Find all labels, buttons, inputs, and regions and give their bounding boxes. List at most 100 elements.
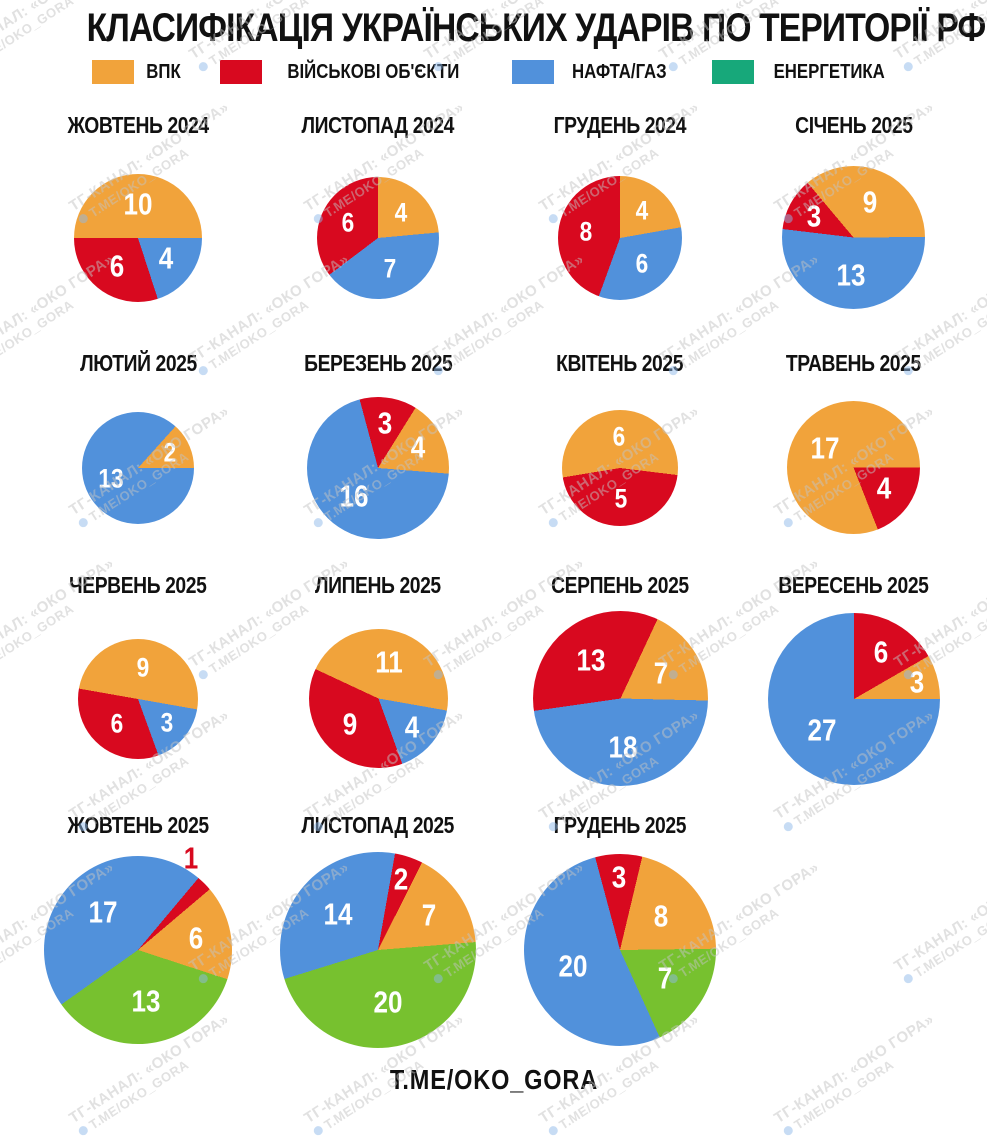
pie-wrap: 3 4 16 (256, 377, 500, 558)
pie-grid: ЖОВТЕНЬ 2024 10 4 6 ЛИСТОПАД 2024 4 7 6 ГРУДЕНЬ … (0, 98, 987, 1060)
pie-wrap: 2 13 (20, 377, 256, 558)
pie-cell: СІЧЕНЬ 2025 9 13 3 (740, 98, 967, 336)
pie-value-label: 4 (635, 195, 649, 226)
pie-cell: ЛИСТОПАД 2025 2 7 20 14 (256, 798, 500, 1060)
pie-value-label: 20 (373, 984, 403, 1020)
pie-value-label: 13 (98, 463, 125, 494)
pie-value-label: 7 (383, 253, 397, 284)
pie-cell: СЕРПЕНЬ 2025 7 18 13 (500, 558, 740, 798)
pie-value-label: 4 (404, 709, 419, 745)
legend-label: ЕНЕРГЕТИКА (773, 60, 885, 83)
legend-label: НАФТА/ГАЗ (571, 60, 667, 83)
pie-title: СЕРПЕНЬ 2025 (551, 572, 689, 598)
pie-chart: 2 13 (82, 411, 194, 524)
pie-title: ЛИСТОПАД 2024 (301, 112, 455, 138)
pie-chart: 11 4 9 (308, 629, 448, 768)
pie-title: ТРАВЕНЬ 2025 (786, 350, 921, 376)
pie-chart: 10 4 6 (74, 173, 202, 302)
pie-value-label: 6 (873, 634, 888, 670)
pie-title: ЖОВТЕНЬ 2025 (67, 812, 209, 838)
pie-value-label: 17 (810, 430, 840, 466)
pie-cell: ЛИПЕНЬ 2025 11 4 9 (256, 558, 500, 798)
pie-wrap: 4 17 (740, 377, 967, 558)
page-title-text: КЛАСИФІКАЦІЯ УКРАЇНСЬКИХ УДАРІВ ПО ТЕРИТ… (86, 6, 987, 50)
pie-title: ЧЕРВЕНЬ 2025 (69, 572, 207, 598)
pie-value-label: 20 (558, 948, 588, 984)
pie-value-label: 13 (576, 642, 606, 678)
pie-cell: ГРУДЕНЬ 2025 3 8 7 20 (500, 798, 740, 1060)
page-title: КЛАСИФІКАЦІЯ УКРАЇНСЬКИХ УДАРІВ ПО ТЕРИТ… (0, 6, 987, 50)
pie-value-label: 4 (876, 470, 891, 506)
pie-value-label: 2 (394, 861, 409, 897)
pie-title: БЕРЕЗЕНЬ 2025 (303, 350, 453, 376)
watermark-dot-icon (311, 1124, 325, 1137)
pie-value-label: 6 (613, 421, 626, 452)
watermark-dot-icon (546, 1124, 560, 1137)
pie-value-label: 13 (836, 257, 866, 293)
pie-chart: 1 6 13 17 (44, 843, 232, 1044)
legend-swatch-vpk (92, 60, 135, 84)
pie-chart: 2 7 20 14 (280, 851, 476, 1048)
pie-title: ВЕРЕСЕНЬ 2025 (778, 572, 929, 598)
pie-cell: ЧЕРВЕНЬ 2025 9 3 6 (20, 558, 256, 798)
pie-cell: ТРАВЕНЬ 2025 4 17 (740, 336, 967, 558)
pie-value-label: 18 (608, 729, 638, 765)
pie-value-label: 3 (611, 859, 627, 895)
footer: T.ME/OKO_GORA (0, 1064, 987, 1096)
pie-chart: 3 4 16 (307, 396, 449, 539)
pie-value-label: 9 (862, 184, 878, 220)
pie-value-label: 13 (131, 983, 161, 1019)
watermark-dot-icon (781, 1124, 795, 1137)
pie-wrap: 11 4 9 (256, 599, 500, 798)
pie-value-label: 3 (160, 707, 174, 738)
pie-cell: ЛЮТИЙ 2025 2 13 (20, 336, 256, 558)
pie-wrap: 6 3 27 (740, 599, 967, 798)
pie-value-label: 16 (339, 478, 369, 514)
pie-chart: 4 17 (787, 401, 920, 534)
pie-chart: 4 6 8 (558, 175, 682, 300)
pie-cell: КВІТЕНЬ 2025 5 6 (500, 336, 740, 558)
pie-cell: ВЕРЕСЕНЬ 2025 6 3 27 (740, 558, 967, 798)
pie-wrap: 2 7 20 14 (256, 839, 500, 1060)
pie-title: ЛИПЕНЬ 2025 (315, 572, 441, 598)
legend-swatch-military (220, 60, 263, 84)
pie-wrap: 9 13 3 (740, 139, 967, 336)
pie-value-label: 1 (183, 840, 198, 876)
pie-title: КВІТЕНЬ 2025 (556, 350, 684, 376)
legend-item-vpk: ВПК (92, 60, 184, 84)
pie-value-label: 7 (653, 655, 669, 691)
pie-title: ГРУДЕНЬ 2025 (553, 812, 687, 838)
pie-value-label: 6 (188, 920, 204, 956)
pie-cell: ЖОВТЕНЬ 2024 10 4 6 (20, 98, 256, 336)
pie-value-label: 8 (653, 898, 669, 934)
pie-title: ГРУДЕНЬ 2024 (553, 112, 687, 138)
pie-value-label: 3 (909, 664, 924, 700)
pie-title: ЛЮТИЙ 2025 (79, 350, 197, 376)
pie-cell: БЕРЕЗЕНЬ 2025 3 4 16 (256, 336, 500, 558)
pie-chart: 6 3 27 (767, 612, 940, 785)
pie-value-label: 5 (614, 483, 627, 514)
pie-wrap: 4 6 8 (500, 139, 740, 336)
pie-cell: ГРУДЕНЬ 2024 4 6 8 (500, 98, 740, 336)
legend-item-military: ВІЙСЬКОВІ ОБ'ЄКТИ (220, 60, 476, 84)
pie-value-label: 8 (580, 216, 593, 247)
pie-value-label: 3 (377, 405, 392, 441)
pie-value-label: 27 (807, 712, 837, 748)
pie-value-label: 2 (163, 437, 177, 468)
legend-item-oil-gas: НАФТА/ГАЗ (511, 60, 676, 84)
pie-value-label: 3 (806, 198, 822, 234)
legend-item-energy: ЕНЕРГЕТИКА (711, 60, 895, 84)
legend: ВПК ВІЙСЬКОВІ ОБ'ЄКТИ НАФТА/ГАЗ ЕНЕРГЕТИ… (0, 60, 987, 84)
pie-wrap: 3 8 7 20 (500, 839, 740, 1060)
pie-value-label: 4 (410, 429, 426, 465)
pie-cell: ЛИСТОПАД 2024 4 7 6 (256, 98, 500, 336)
watermark-dot-icon (76, 1124, 90, 1137)
pie-chart: 7 18 13 (532, 611, 708, 786)
pie-chart: 3 8 7 20 (524, 853, 716, 1046)
pie-value-label: 6 (110, 248, 125, 284)
pie-title: СІЧЕНЬ 2025 (794, 112, 913, 138)
